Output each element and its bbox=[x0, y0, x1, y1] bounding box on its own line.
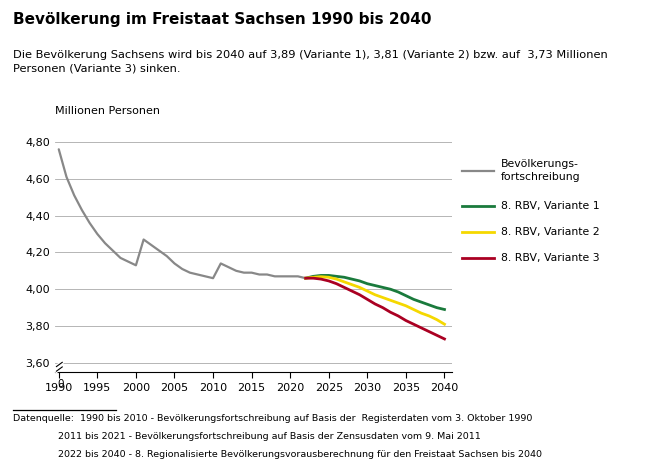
Text: 2011 bis 2021 - Bevölkerungsfortschreibung auf Basis der Zensusdaten vom 9. Mai : 2011 bis 2021 - Bevölkerungsfortschreibu… bbox=[13, 432, 481, 441]
Text: 2022 bis 2040 - 8. Regionalisierte Bevölkerungsvorausberechnung für den Freistaa: 2022 bis 2040 - 8. Regionalisierte Bevöl… bbox=[13, 450, 542, 459]
Text: 0: 0 bbox=[57, 380, 64, 390]
Text: Bevölkerung im Freistaat Sachsen 1990 bis 2040: Bevölkerung im Freistaat Sachsen 1990 bi… bbox=[13, 12, 432, 27]
Text: Bevölkerungs-
fortschreibung: Bevölkerungs- fortschreibung bbox=[501, 159, 580, 182]
Text: 8. RBV, Variante 3: 8. RBV, Variante 3 bbox=[501, 253, 599, 264]
Text: 8. RBV, Variante 1: 8. RBV, Variante 1 bbox=[501, 201, 599, 211]
Text: 8. RBV, Variante 2: 8. RBV, Variante 2 bbox=[501, 227, 599, 237]
Text: Millionen Personen: Millionen Personen bbox=[55, 106, 160, 116]
Text: Die Bevölkerung Sachsens wird bis 2040 auf 3,89 (Variante 1), 3,81 (Variante 2) : Die Bevölkerung Sachsens wird bis 2040 a… bbox=[13, 50, 608, 73]
Text: Datenquelle:  1990 bis 2010 - Bevölkerungsfortschreibung auf Basis der  Register: Datenquelle: 1990 bis 2010 - Bevölkerung… bbox=[13, 414, 532, 423]
